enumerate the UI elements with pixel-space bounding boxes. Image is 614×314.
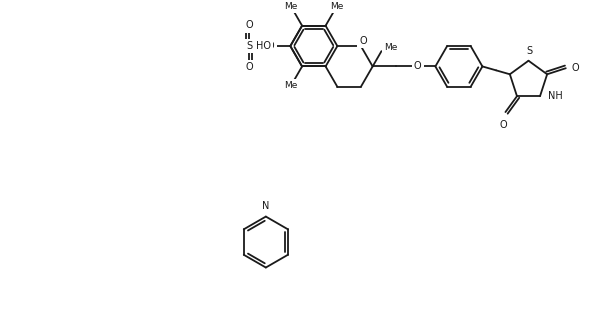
Text: Me: Me: [284, 2, 298, 11]
Text: S: S: [246, 41, 252, 51]
Text: Me: Me: [330, 2, 344, 11]
Text: O: O: [414, 62, 422, 71]
Text: O: O: [500, 120, 507, 130]
Text: O: O: [572, 63, 579, 73]
Text: O: O: [359, 36, 367, 46]
Text: S: S: [526, 46, 532, 56]
Text: N: N: [262, 201, 270, 211]
Text: O: O: [246, 62, 253, 72]
Text: O: O: [246, 20, 253, 30]
Text: HO: HO: [255, 41, 271, 51]
Text: NH: NH: [548, 91, 562, 101]
Text: Me: Me: [384, 43, 398, 52]
Text: O: O: [267, 41, 274, 51]
Text: Me: Me: [284, 81, 298, 90]
